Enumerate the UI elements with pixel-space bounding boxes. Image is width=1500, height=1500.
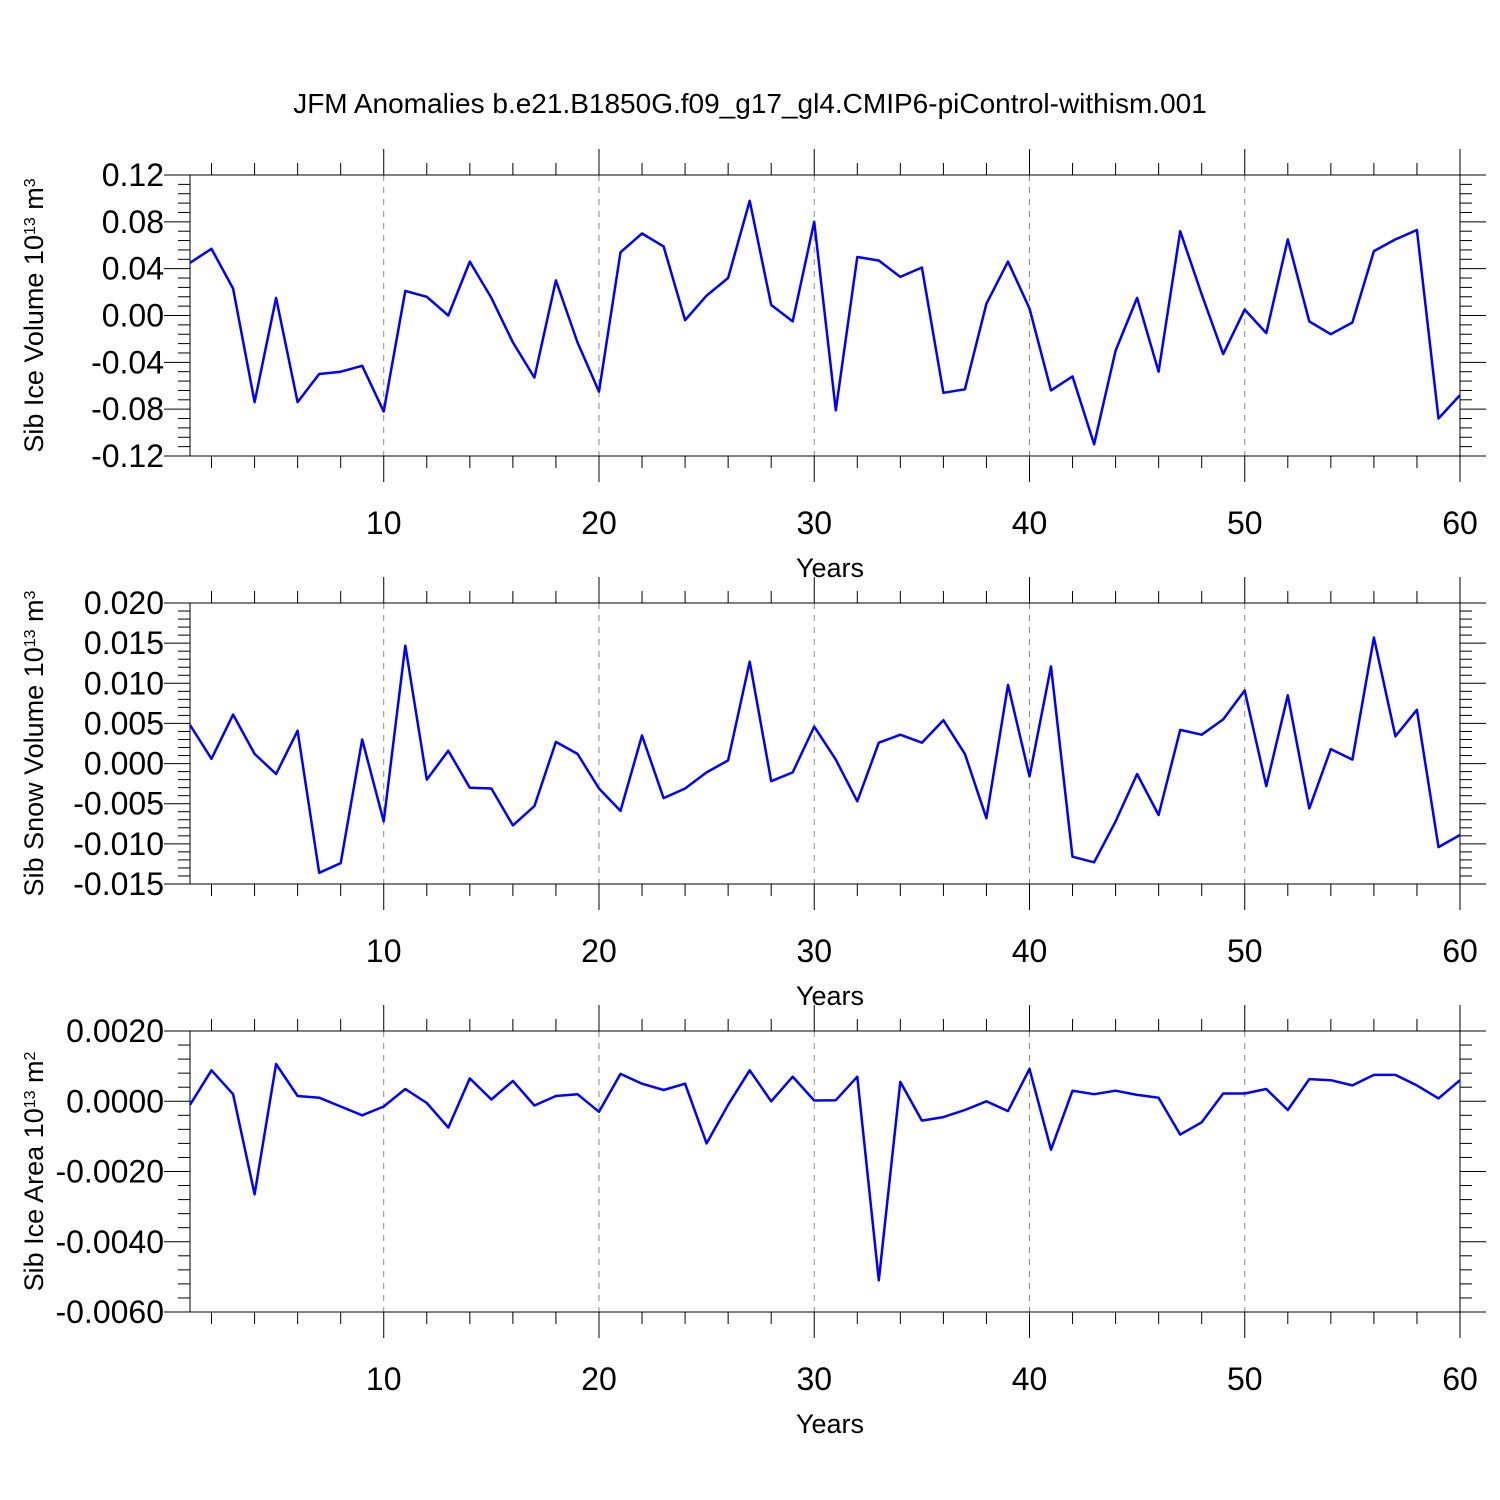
x-tick-label: 60: [1442, 933, 1478, 969]
x-tick-label: 50: [1227, 505, 1263, 541]
y-axis-label: Sib Ice Volume 1013 m3: [19, 178, 49, 452]
y-tick-label: -0.04: [91, 344, 164, 380]
x-axis-label: Years: [796, 981, 864, 1011]
y-tick-label: -0.015: [73, 866, 164, 902]
figure-title: JFM Anomalies b.e21.B1850G.f09_g17_gl4.C…: [293, 88, 1207, 119]
plot-frame: [189, 1030, 1461, 1313]
panels: -0.12 -0.08 -0.04 0.00 0.04 0.08 0.12 10 20 30 40 5…: [19, 149, 1486, 1439]
y-tick-label: -0.12: [91, 438, 164, 474]
y-tick-label: 0.000: [84, 746, 164, 782]
x-axis-label: Years: [796, 553, 864, 583]
plot-frame: [189, 174, 1461, 457]
x-tick-label: 20: [581, 1361, 617, 1397]
y-tick-label: -0.0060: [55, 1294, 164, 1330]
y-tick-label: 0.015: [84, 625, 164, 661]
y-axis-label: Sib Ice Area 1013 m2: [19, 1051, 49, 1291]
x-tick-label: 10: [366, 933, 402, 969]
x-tick-label: 60: [1442, 1361, 1478, 1397]
y-tick-label: -0.005: [73, 786, 164, 822]
chart-panel-snow-volume: -0.015 -0.010 -0.005 0.000 0.005 0.010 0.015 0.…: [19, 577, 1486, 1011]
y-tick-label: 0.08: [102, 204, 164, 240]
x-tick-label: 10: [366, 1361, 402, 1397]
x-tick-label: 30: [796, 933, 832, 969]
x-tick-label: 60: [1442, 505, 1478, 541]
series-line-snow-volume: [188, 636, 1461, 875]
series-line-ice-volume: [189, 199, 1461, 446]
x-tick-label: 50: [1227, 933, 1263, 969]
plot-frame: [189, 602, 1461, 885]
y-tick-label: -0.0040: [55, 1224, 164, 1260]
y-tick-label: -0.010: [73, 826, 164, 862]
y-tick-label: 0.0020: [66, 1013, 164, 1049]
x-tick-label: 30: [796, 1361, 832, 1397]
y-tick-label: 0.005: [84, 705, 164, 741]
x-tick-label: 40: [1012, 1361, 1048, 1397]
x-tick-label: 50: [1227, 1361, 1263, 1397]
series-line-ice-area: [188, 1062, 1461, 1282]
y-tick-label: 0.010: [84, 665, 164, 701]
x-tick-label: 40: [1012, 933, 1048, 969]
y-tick-label: 0.04: [102, 251, 164, 287]
x-tick-label: 20: [581, 933, 617, 969]
y-tick-label: 0.020: [84, 585, 164, 621]
y-axis-label: Sib Snow Volume 1013 m3: [19, 590, 49, 896]
x-axis-label: Years: [796, 1409, 864, 1439]
y-tick-label: -0.0020: [55, 1154, 164, 1190]
x-tick-label: 40: [1012, 505, 1048, 541]
x-tick-label: 20: [581, 505, 617, 541]
x-tick-label: 10: [366, 505, 402, 541]
x-tick-label: 30: [796, 505, 832, 541]
y-tick-label: 0.12: [102, 157, 164, 193]
y-tick-label: 0.00: [102, 298, 164, 334]
chart-panel-ice-volume: -0.12 -0.08 -0.04 0.00 0.04 0.08 0.12 10 20 30 40 5…: [19, 149, 1486, 583]
chart-panel-ice-area: -0.0060 -0.0040 -0.0020 0.0000 0.0020 10 20 30 4…: [19, 1005, 1486, 1439]
y-tick-label: -0.08: [91, 391, 164, 427]
y-tick-label: 0.0000: [66, 1083, 164, 1119]
